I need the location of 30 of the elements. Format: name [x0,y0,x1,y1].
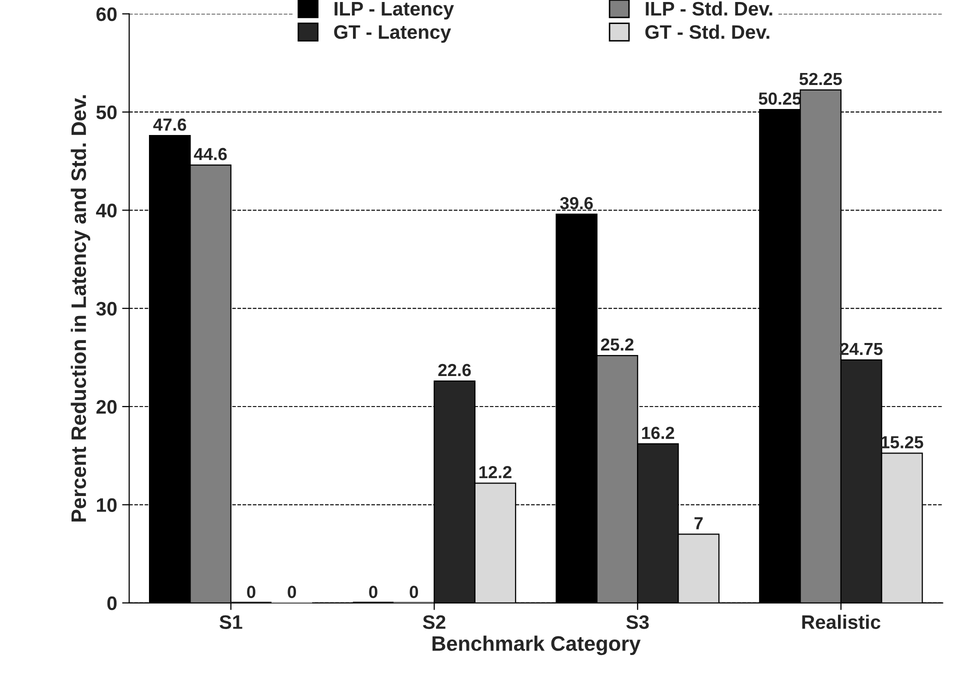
data-label: 7 [694,517,703,530]
x-tick-label: Realistic [802,614,880,629]
data-label: 0 [288,586,296,598]
data-label: 39.6 [560,197,593,210]
data-label: 0 [410,586,418,598]
data-label: 0 [369,586,378,598]
y-tick-label: 30 [96,302,117,316]
y-tick-label: 10 [96,498,117,512]
data-label: 0 [247,586,256,598]
y-axis-title: Percent Reduction in Latency and Std. Dev. [70,95,90,522]
y-tick-label: 0 [107,596,117,610]
x-tick-label: S3 [626,615,649,630]
legend-label: ILP - Latency [334,2,454,20]
data-label: 16.2 [642,426,674,440]
legend-label: GT - Std. Dev. [645,24,770,39]
x-axis-title: Benchmark Category [432,636,641,656]
legend-label: GT - Latency [334,25,451,43]
data-label: 47.6 [153,118,186,131]
y-tick-label: 60 [96,7,117,22]
y-tick-label: 20 [96,400,117,414]
y-tick-label: 40 [96,204,117,218]
data-label: 25.2 [600,338,634,351]
y-tick-label: 50 [96,106,117,120]
data-label: 12.2 [479,466,512,478]
legend-label: ILP - Std. Dev. [646,1,772,16]
x-tick-label: S1 [220,615,242,629]
data-label: 52.25 [799,72,842,86]
data-label: 22.6 [438,364,471,376]
x-tick-label: S2 [422,615,446,629]
data-label: 44.6 [194,148,227,160]
